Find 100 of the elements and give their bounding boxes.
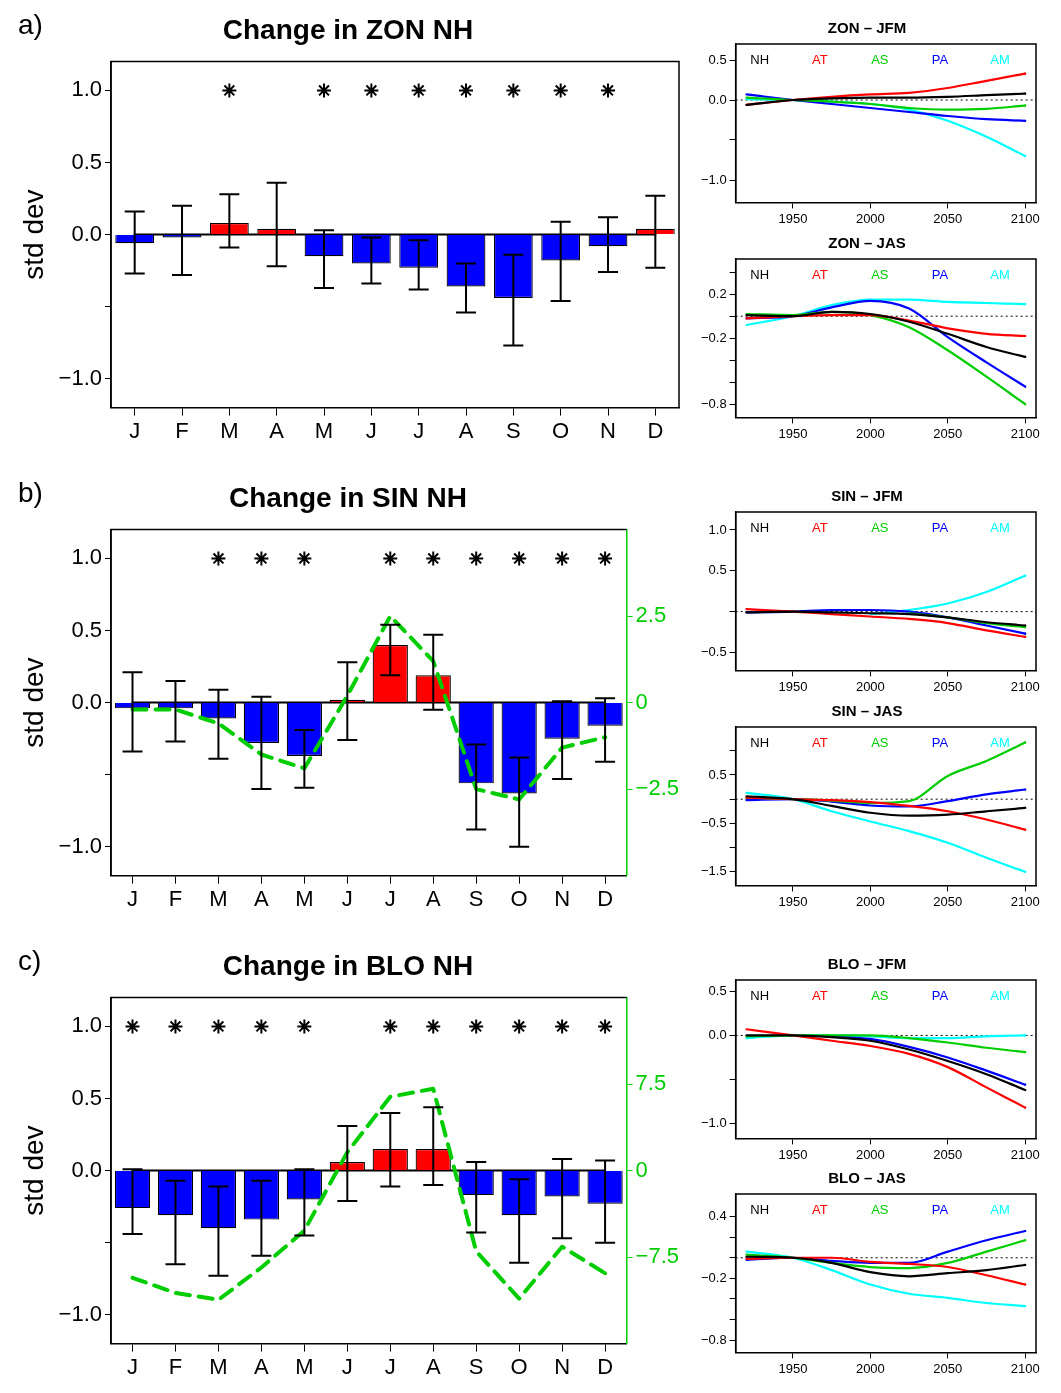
- line-series: [745, 298, 1027, 327]
- y-tick-label: −1.0: [700, 1115, 727, 1131]
- x-tick-label: M: [295, 1353, 314, 1379]
- chart-title: BLO – JAS: [828, 1169, 906, 1187]
- y-tick-label: 1.0: [71, 1012, 103, 1038]
- x-tick-label: O: [510, 885, 528, 911]
- x-tick-label: J: [129, 417, 141, 443]
- series-label: AM: [990, 266, 1010, 282]
- x-tick-label: 2050: [933, 1146, 963, 1162]
- x-tick-label: F: [168, 1353, 183, 1379]
- y-tick-label: 0.4: [708, 1208, 727, 1224]
- y-tick-label: 0.5: [708, 766, 727, 782]
- x-tick-label: D: [597, 885, 614, 911]
- text: AM: [990, 987, 1010, 1003]
- y2-tick-label: 0: [635, 1156, 648, 1182]
- y2-tick-label: 0: [635, 688, 648, 714]
- chart-title: SIN – JFM: [831, 487, 903, 505]
- text: NH: [750, 519, 770, 535]
- line-series: [745, 1255, 1027, 1278]
- line-series: [745, 1028, 1027, 1109]
- chart-title: Change in BLO NH: [222, 949, 474, 981]
- text: a): [18, 8, 43, 40]
- text: NH: [750, 987, 770, 1003]
- x-tick-label: M: [295, 885, 314, 911]
- line-series: [745, 1250, 1027, 1308]
- y-tick-label: 0.0: [708, 91, 727, 107]
- x-tick-label: J: [365, 417, 377, 443]
- text: AT: [811, 1201, 828, 1217]
- x-tick-label: J: [341, 885, 353, 911]
- text: b): [18, 476, 43, 508]
- x-tick-label: 2000: [855, 1146, 885, 1162]
- text: AM: [990, 51, 1010, 67]
- text: AS: [871, 266, 889, 282]
- x-tick-label: 2100: [1010, 893, 1040, 909]
- y-tick-label: 1.0: [71, 76, 103, 102]
- text: AM: [990, 519, 1010, 535]
- text: NH: [750, 51, 770, 67]
- x-tick-label: M: [314, 417, 334, 443]
- x-tick-label: O: [552, 417, 570, 443]
- y-axis-title: std dev: [17, 1125, 49, 1216]
- line-series: [869, 574, 1027, 616]
- y-tick-label: −1.0: [700, 171, 727, 187]
- y-tick-label: −0.2: [700, 329, 727, 345]
- line-series: [745, 795, 1027, 817]
- text: NH: [750, 734, 770, 750]
- x-tick-label: M: [220, 417, 239, 443]
- y-tick-label: −0.5: [700, 814, 727, 830]
- y2-tick-label: 2.5: [635, 602, 667, 628]
- x-tick-label: 2000: [855, 1360, 885, 1376]
- y-tick-label: −0.5: [700, 644, 727, 660]
- y-tick-label: 0.0: [708, 1027, 727, 1043]
- y-tick-label: 0.5: [71, 616, 103, 642]
- x-tick-label: 2100: [1010, 425, 1040, 441]
- x-tick-label: 2100: [1010, 678, 1040, 694]
- text: AT: [811, 987, 828, 1003]
- x-tick-label: N: [554, 885, 571, 911]
- text: PA: [931, 1201, 949, 1217]
- text: AT: [811, 734, 828, 750]
- y-tick-label: −0.8: [700, 1331, 727, 1347]
- x-tick-label: J: [341, 1353, 353, 1379]
- text: AS: [871, 1201, 889, 1217]
- text: AS: [871, 519, 889, 535]
- text: AT: [811, 519, 828, 535]
- x-tick-label: J: [127, 885, 139, 911]
- text: AM: [990, 734, 1010, 750]
- x-tick-label: J: [384, 885, 396, 911]
- x-tick-label: 2000: [855, 678, 885, 694]
- x-tick-label: 2050: [933, 210, 963, 226]
- text: PA: [931, 987, 949, 1003]
- text: PA: [931, 51, 949, 67]
- text: PA: [931, 266, 949, 282]
- x-tick-label: 1950: [778, 678, 808, 694]
- x-tick-label: M: [209, 885, 228, 911]
- line-series: [745, 1034, 1027, 1092]
- line-series: [745, 796, 1027, 831]
- text: AS: [871, 51, 889, 67]
- x-tick-label: 1950: [778, 1146, 808, 1162]
- y-axis-title: std dev: [17, 657, 49, 748]
- y-tick-label: 0.0: [71, 688, 103, 714]
- x-tick-label: A: [254, 1353, 270, 1379]
- x-tick-label: 2050: [933, 893, 963, 909]
- x-tick-label: A: [254, 885, 270, 911]
- y-tick-label: 0.5: [71, 1084, 103, 1110]
- x-tick-label: J: [127, 1353, 139, 1379]
- y-tick-label: 0.5: [708, 983, 727, 999]
- x-tick-label: N: [600, 417, 616, 443]
- chart-title: ZON – JFM: [827, 19, 907, 37]
- line-series: [745, 314, 1027, 338]
- x-tick-label: J: [413, 417, 425, 443]
- text: NH: [750, 1201, 770, 1217]
- y-tick-label: 0.0: [71, 220, 103, 246]
- y-tick-label: 1.0: [71, 544, 103, 570]
- x-tick-label: N: [554, 1353, 571, 1379]
- x-tick-label: D: [597, 1353, 614, 1379]
- x-tick-label: D: [647, 417, 664, 443]
- y-tick-label: −1.0: [58, 832, 103, 858]
- x-tick-label: 2050: [933, 425, 963, 441]
- x-tick-label: 2000: [855, 425, 885, 441]
- y2-tick-label: 7.5: [635, 1070, 667, 1096]
- x-tick-label: M: [209, 1353, 228, 1379]
